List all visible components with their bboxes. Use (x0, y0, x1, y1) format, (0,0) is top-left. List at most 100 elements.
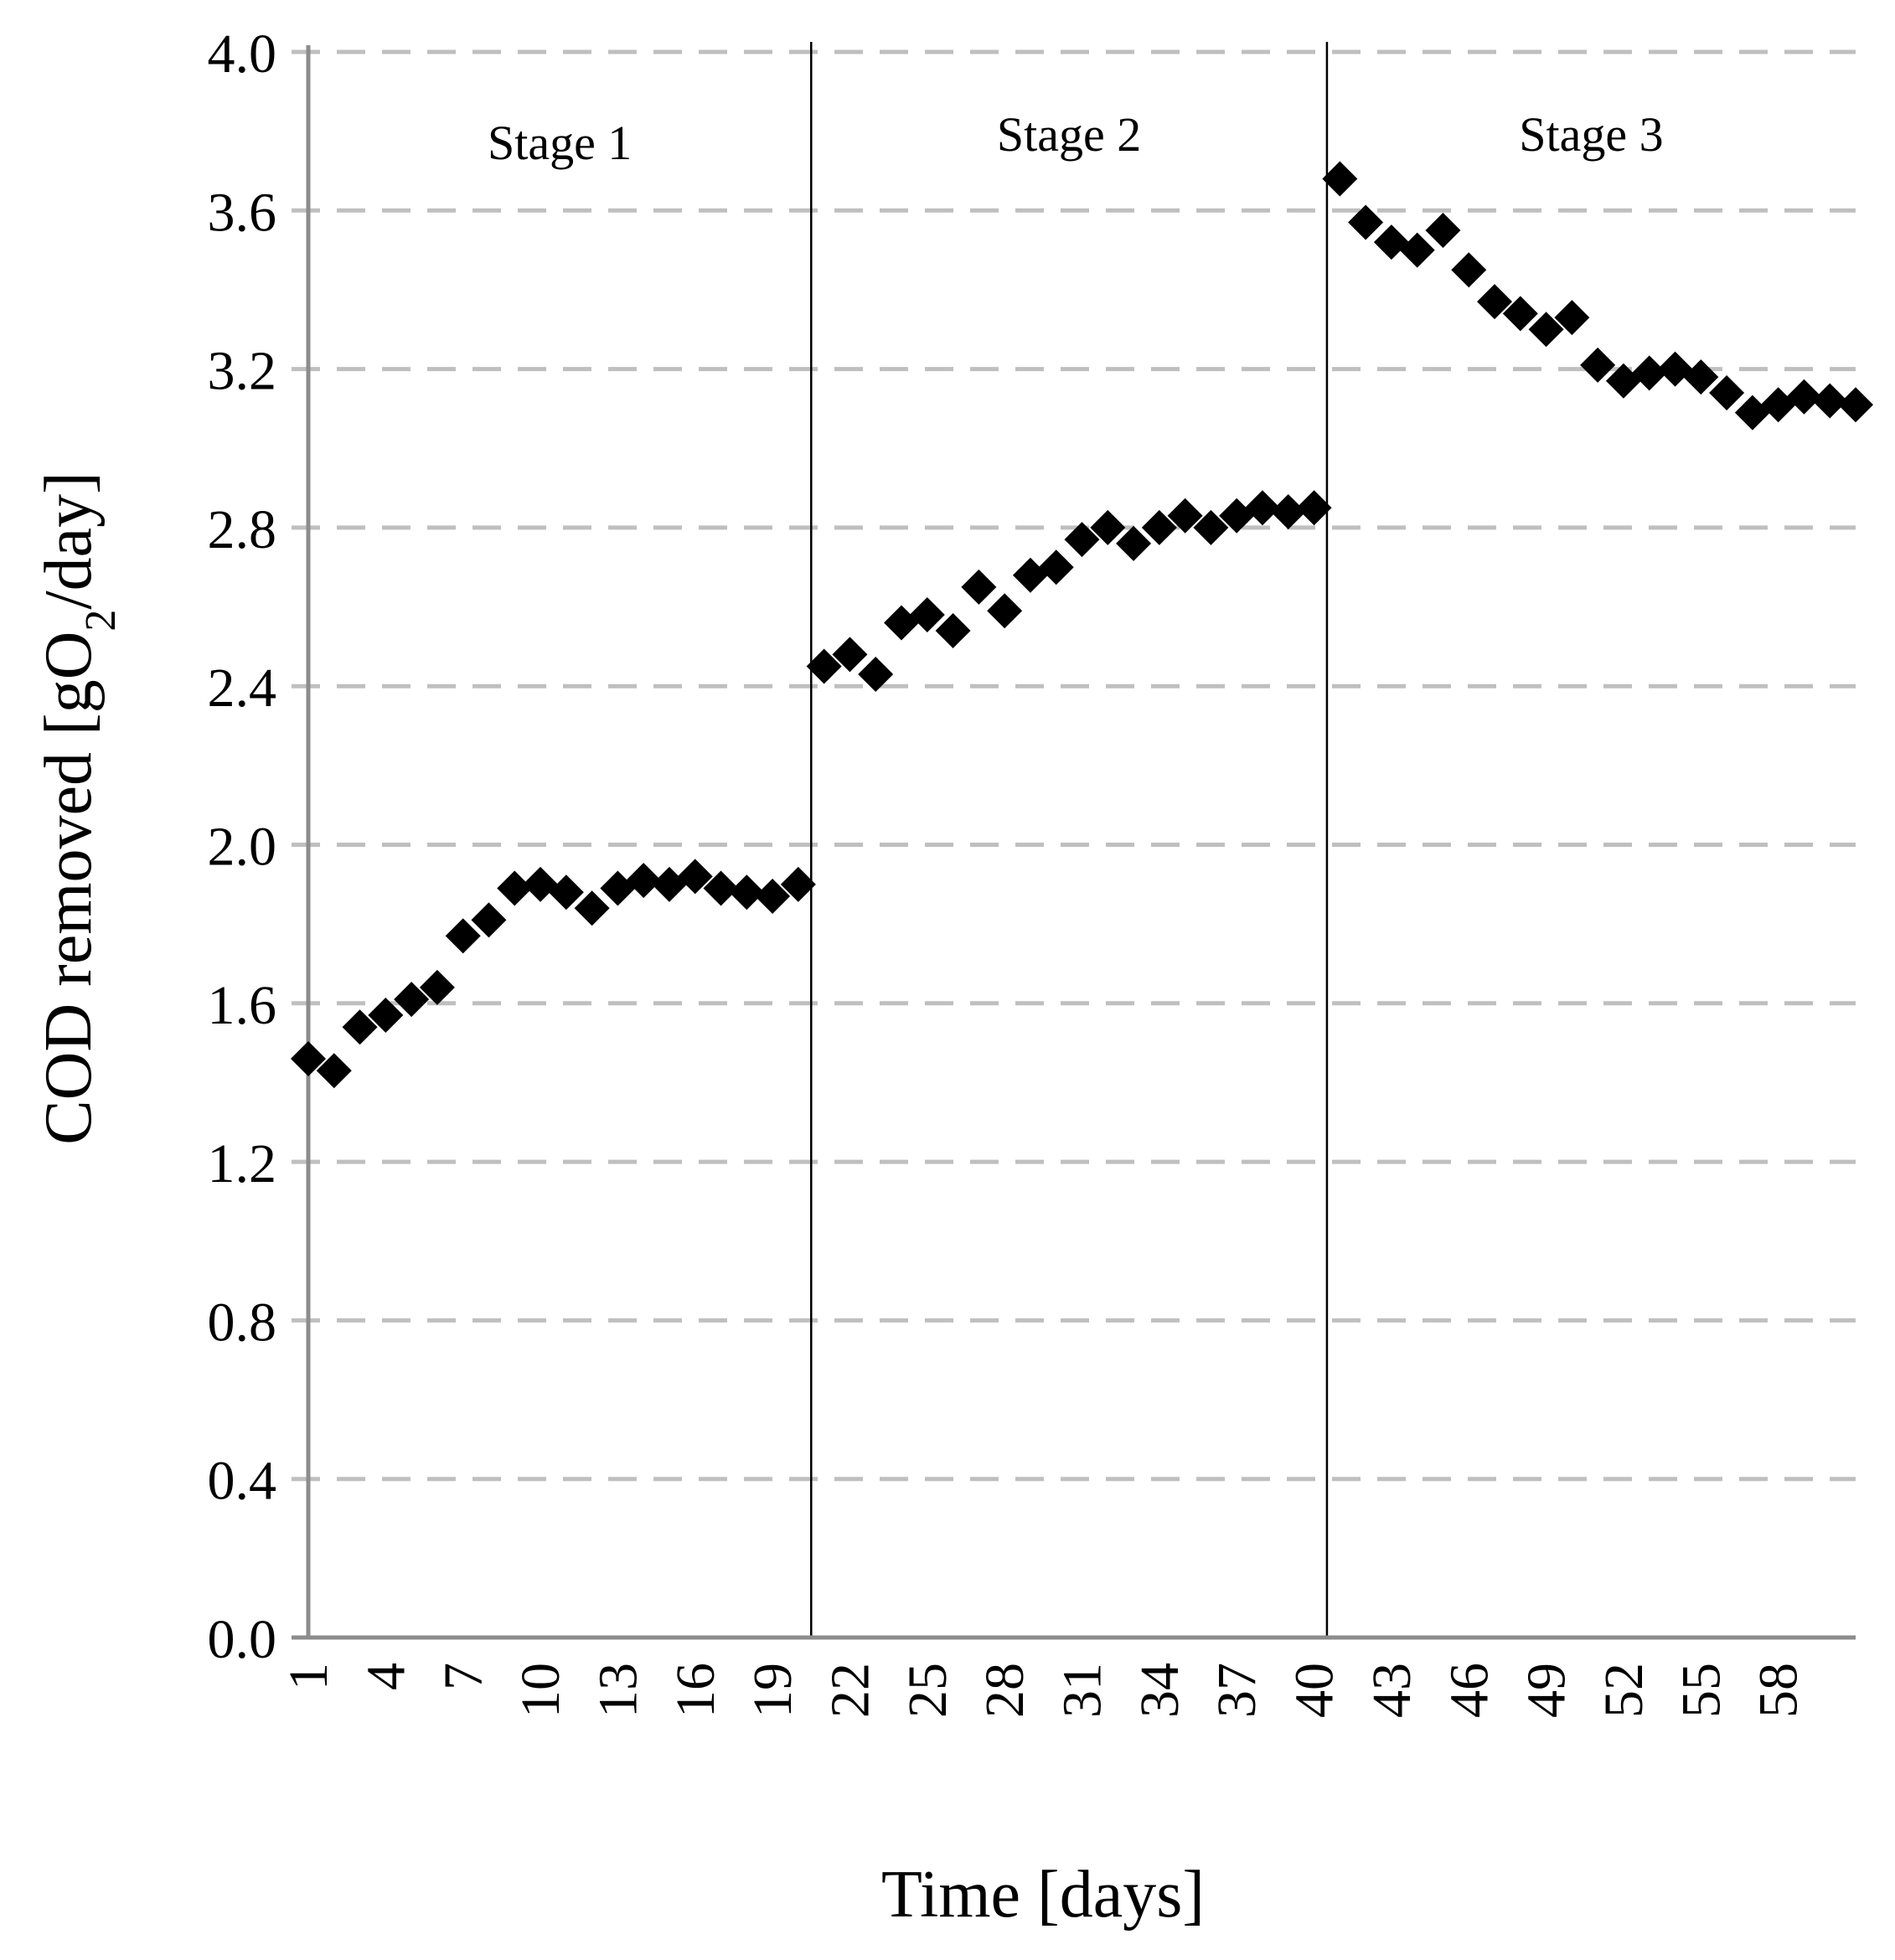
data-point (548, 874, 584, 910)
data-point (1141, 509, 1177, 545)
data-point (1502, 296, 1538, 332)
x-tick-label: 13 (587, 1663, 648, 1718)
data-point (1322, 161, 1358, 197)
data-point (1116, 525, 1152, 561)
x-tick-label: 19 (742, 1663, 803, 1718)
x-tick-label: 28 (974, 1663, 1035, 1718)
data-point (574, 890, 610, 926)
data-point (626, 863, 662, 899)
x-axis-title: Time [days] (881, 1858, 1205, 1932)
data-point (1760, 387, 1796, 423)
data-point (1528, 312, 1564, 348)
x-tick-label: 46 (1438, 1663, 1500, 1718)
data-points (291, 161, 1873, 1089)
y-tick-label: 3.6 (208, 182, 277, 243)
data-point (291, 1041, 326, 1077)
x-tick-label: 10 (510, 1663, 571, 1718)
y-tick-label: 1.6 (208, 975, 277, 1036)
data-point (677, 859, 713, 895)
data-point (1838, 387, 1873, 423)
data-point (780, 866, 816, 902)
y-axis-title-subscript: 2 (77, 610, 125, 632)
data-point (1064, 522, 1100, 558)
x-tick-label: 43 (1361, 1663, 1423, 1718)
data-point (1167, 498, 1203, 534)
data-point (497, 870, 533, 906)
x-tick-label: 37 (1206, 1663, 1268, 1718)
data-point (651, 866, 687, 902)
y-axis-title-main: COD removed [gO (32, 632, 106, 1145)
y-tick-labels: 0.0 0.4 0.8 1.2 1.6 2.0 2.4 2.8 3.2 3.6 4.0 (208, 23, 277, 1670)
axes (292, 45, 1856, 1640)
data-point (832, 637, 868, 673)
stage-label: Stage 1 (488, 116, 632, 170)
y-axis-title-end: /day] (32, 472, 106, 609)
x-tick-label: 4 (355, 1663, 416, 1690)
data-point (1734, 395, 1770, 431)
x-tick-label: 25 (897, 1663, 958, 1718)
x-tick-label: 40 (1284, 1663, 1345, 1718)
data-point (1348, 204, 1384, 240)
data-point (1477, 284, 1513, 320)
x-tick-labels: 1 4 7 10 13 16 19 22 25 28 31 34 37 40 43 46 49 52 55 58 (278, 1663, 1810, 1718)
data-point (1631, 355, 1667, 391)
x-tick-label: 34 (1129, 1663, 1190, 1718)
data-point (523, 866, 559, 902)
data-point (1709, 374, 1745, 410)
data-point (1786, 379, 1822, 415)
data-point (342, 1009, 378, 1045)
data-point (1012, 557, 1048, 593)
data-point (1425, 212, 1461, 248)
x-tick-label: 16 (665, 1663, 726, 1718)
data-point (1090, 509, 1126, 545)
data-point (1554, 300, 1590, 336)
data-point (445, 918, 481, 954)
y-tick-label: 1.2 (208, 1133, 277, 1194)
data-point (1038, 549, 1074, 585)
y-tick-label: 2.4 (208, 658, 277, 719)
data-point (316, 1053, 352, 1089)
x-tick-label: 58 (1748, 1663, 1810, 1718)
x-tick-label: 49 (1516, 1663, 1577, 1718)
data-point (1580, 347, 1616, 383)
data-point (368, 997, 404, 1033)
data-point (1812, 383, 1848, 419)
y-axis-title: COD removed [gO2/day] (32, 472, 125, 1145)
x-tick-label: 55 (1670, 1663, 1732, 1718)
y-tick-label: 2.8 (208, 499, 277, 560)
data-point (1296, 490, 1332, 526)
data-point (1657, 351, 1693, 387)
stage-label: Stage 3 (1519, 107, 1663, 162)
y-tick-label: 0.0 (208, 1609, 277, 1670)
data-point (1451, 252, 1487, 288)
data-point (729, 874, 765, 910)
x-tick-label: 31 (1052, 1663, 1113, 1718)
data-point (987, 593, 1023, 629)
y-tick-label: 2.0 (208, 817, 277, 878)
data-point (1219, 498, 1255, 534)
data-point (1270, 493, 1306, 529)
data-point (471, 902, 507, 938)
y-tick-label: 0.8 (208, 1292, 277, 1353)
x-tick-label: 7 (433, 1663, 494, 1690)
data-point (884, 605, 920, 641)
data-point (419, 969, 455, 1005)
x-tick-label: 22 (819, 1663, 880, 1718)
y-tick-label: 0.4 (208, 1451, 277, 1512)
stage-dividers (810, 42, 1329, 1638)
data-point (755, 879, 791, 915)
y-tick-label: 4.0 (208, 23, 277, 85)
x-tick-label: 52 (1593, 1663, 1655, 1718)
stage-label: Stage 2 (997, 107, 1141, 162)
data-point (1399, 232, 1435, 268)
stage-labels: Stage 1 Stage 2 Stage 3 (488, 107, 1664, 170)
data-point (961, 569, 997, 605)
data-point (1683, 359, 1719, 395)
data-point (858, 657, 894, 693)
data-point (703, 870, 739, 906)
data-point (394, 982, 430, 1018)
data-point (1193, 509, 1229, 545)
x-tick-label: 1 (278, 1663, 339, 1690)
data-point (909, 597, 945, 633)
